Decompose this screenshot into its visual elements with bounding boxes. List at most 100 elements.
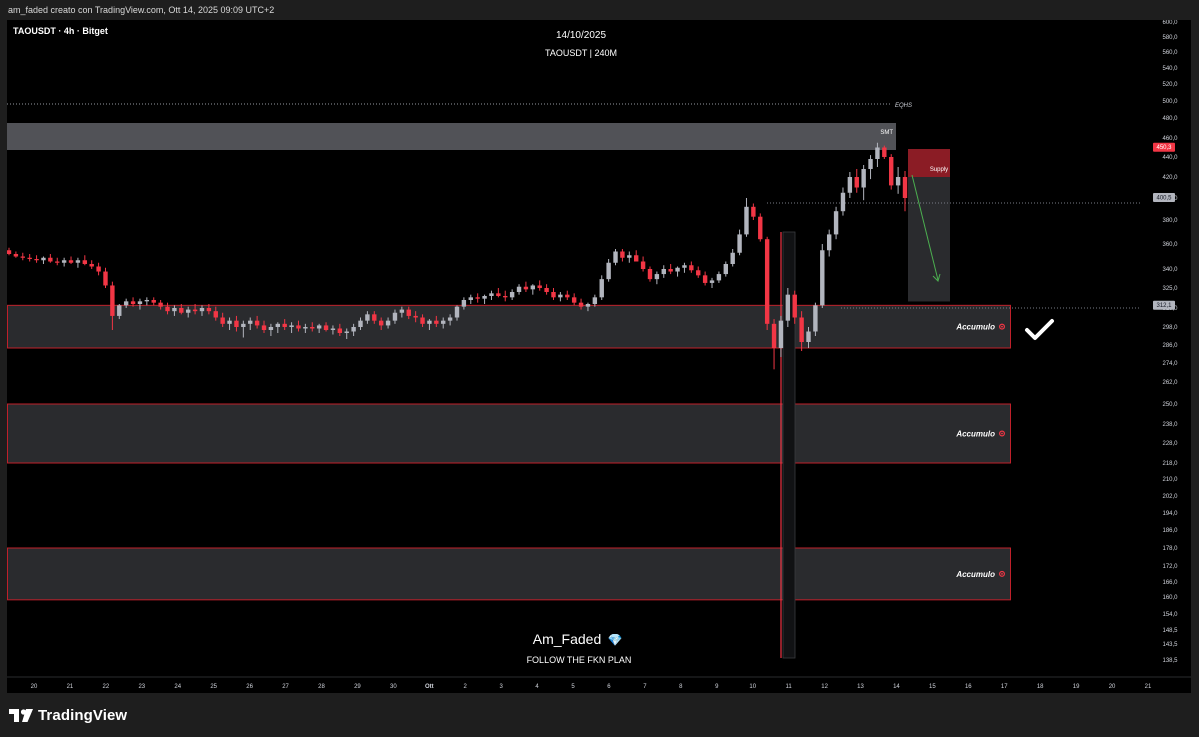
candle-body[interactable] [634, 255, 639, 262]
candle-body[interactable] [578, 302, 584, 307]
candle-body[interactable] [606, 262, 611, 280]
candle-body[interactable] [316, 325, 322, 329]
candle-body[interactable] [378, 320, 384, 326]
candle-body[interactable] [296, 325, 301, 329]
candle-body[interactable] [110, 285, 115, 316]
candle-body[interactable] [27, 257, 32, 259]
accumulo-zone[interactable] [7, 547, 1011, 601]
candle-body[interactable] [895, 177, 901, 186]
candle-body[interactable] [310, 327, 315, 329]
candle-body[interactable] [413, 315, 418, 318]
candle-body[interactable] [709, 280, 715, 283]
candle-body[interactable] [509, 292, 515, 298]
candle-body[interactable] [661, 269, 666, 275]
candle-body[interactable] [840, 192, 846, 212]
candle-body[interactable] [544, 288, 549, 292]
candle-body[interactable] [861, 169, 866, 188]
candle-body[interactable] [654, 274, 660, 280]
candle-body[interactable] [41, 257, 46, 261]
candle-body[interactable] [144, 300, 150, 302]
candle-body[interactable] [358, 320, 363, 327]
candle-body[interactable] [551, 292, 556, 298]
candle-body[interactable] [647, 269, 653, 280]
candle-body[interactable] [227, 320, 232, 324]
accumulo-zone[interactable] [7, 403, 1011, 464]
candle-body[interactable] [337, 328, 343, 334]
candle-body[interactable] [447, 317, 453, 321]
candle-body[interactable] [241, 323, 246, 327]
candle-body[interactable] [172, 308, 177, 312]
price-axis[interactable] [1141, 20, 1191, 693]
candle-body[interactable] [627, 255, 632, 258]
candle-body[interactable] [406, 309, 411, 316]
candle-body[interactable] [199, 308, 205, 312]
candle-body[interactable] [123, 301, 129, 306]
candle-body[interactable] [303, 327, 308, 329]
candle-body[interactable] [372, 314, 377, 321]
candle-body[interactable] [89, 264, 94, 267]
candle-body[interactable] [20, 256, 25, 258]
candle-body[interactable] [537, 285, 542, 288]
candle-body[interactable] [771, 323, 777, 348]
candle-body[interactable] [55, 261, 60, 263]
candle-body[interactable] [702, 275, 708, 283]
smt-zone[interactable] [7, 123, 896, 150]
candle-body[interactable] [875, 147, 880, 160]
candle-body[interactable] [137, 301, 143, 304]
candle-body[interactable] [434, 320, 439, 324]
candle-body[interactable] [489, 293, 494, 296]
candle-body[interactable] [620, 251, 625, 258]
candle-body[interactable] [813, 305, 818, 332]
candle-body[interactable] [854, 177, 859, 188]
candle-body[interactable] [289, 325, 294, 327]
candle-body[interactable] [565, 294, 570, 298]
candle-body[interactable] [496, 293, 501, 296]
candle-body[interactable] [186, 309, 191, 313]
candle-body[interactable] [275, 323, 280, 327]
candle-body[interactable] [764, 239, 770, 324]
candle-body[interactable] [902, 177, 908, 198]
candle-body[interactable] [475, 297, 480, 299]
candle-body[interactable] [675, 267, 680, 272]
candle-body[interactable] [516, 286, 522, 292]
candle-body[interactable] [585, 304, 591, 307]
candle-body[interactable] [799, 317, 804, 343]
candle-body[interactable] [399, 309, 405, 313]
candle-body[interactable] [744, 206, 749, 235]
candle-body[interactable] [48, 257, 53, 262]
candle-body[interactable] [420, 317, 425, 324]
candle-body[interactable] [503, 296, 508, 298]
candle-body[interactable] [758, 216, 763, 240]
candle-body[interactable] [592, 297, 598, 304]
candle-body[interactable] [847, 177, 853, 193]
supply-zone[interactable] [908, 149, 950, 177]
candle-body[interactable] [640, 261, 646, 270]
candle-body[interactable] [454, 306, 460, 318]
candle-body[interactable] [751, 206, 756, 217]
candle-body[interactable] [482, 296, 487, 299]
candle-body[interactable] [61, 260, 67, 263]
candle-body[interactable] [778, 320, 784, 348]
candle-body[interactable] [158, 302, 163, 307]
candle-body[interactable] [365, 314, 370, 321]
candle-body[interactable] [192, 309, 198, 312]
candle-body[interactable] [96, 266, 101, 272]
candle-body[interactable] [461, 300, 467, 307]
candle-body[interactable] [468, 297, 473, 300]
candle-body[interactable] [530, 285, 536, 290]
candle-body[interactable] [730, 252, 735, 264]
candle-body[interactable] [68, 260, 74, 263]
candle-body[interactable] [427, 320, 432, 324]
candle-body[interactable] [75, 260, 81, 263]
candle-body[interactable] [206, 308, 212, 312]
candle-body[interactable] [833, 211, 839, 235]
candle-body[interactable] [882, 147, 887, 158]
candle-body[interactable] [103, 271, 108, 286]
candle-body[interactable] [668, 269, 673, 272]
candle-body[interactable] [344, 331, 349, 334]
candle-body[interactable] [179, 308, 184, 313]
candle-body[interactable] [6, 250, 12, 254]
candle-body[interactable] [682, 265, 687, 268]
candle-body[interactable] [34, 259, 39, 261]
price-chart[interactable]: Accumulo Accumulo Accumulo SMT EQHS Supply TAO… [6, 20, 1191, 693]
